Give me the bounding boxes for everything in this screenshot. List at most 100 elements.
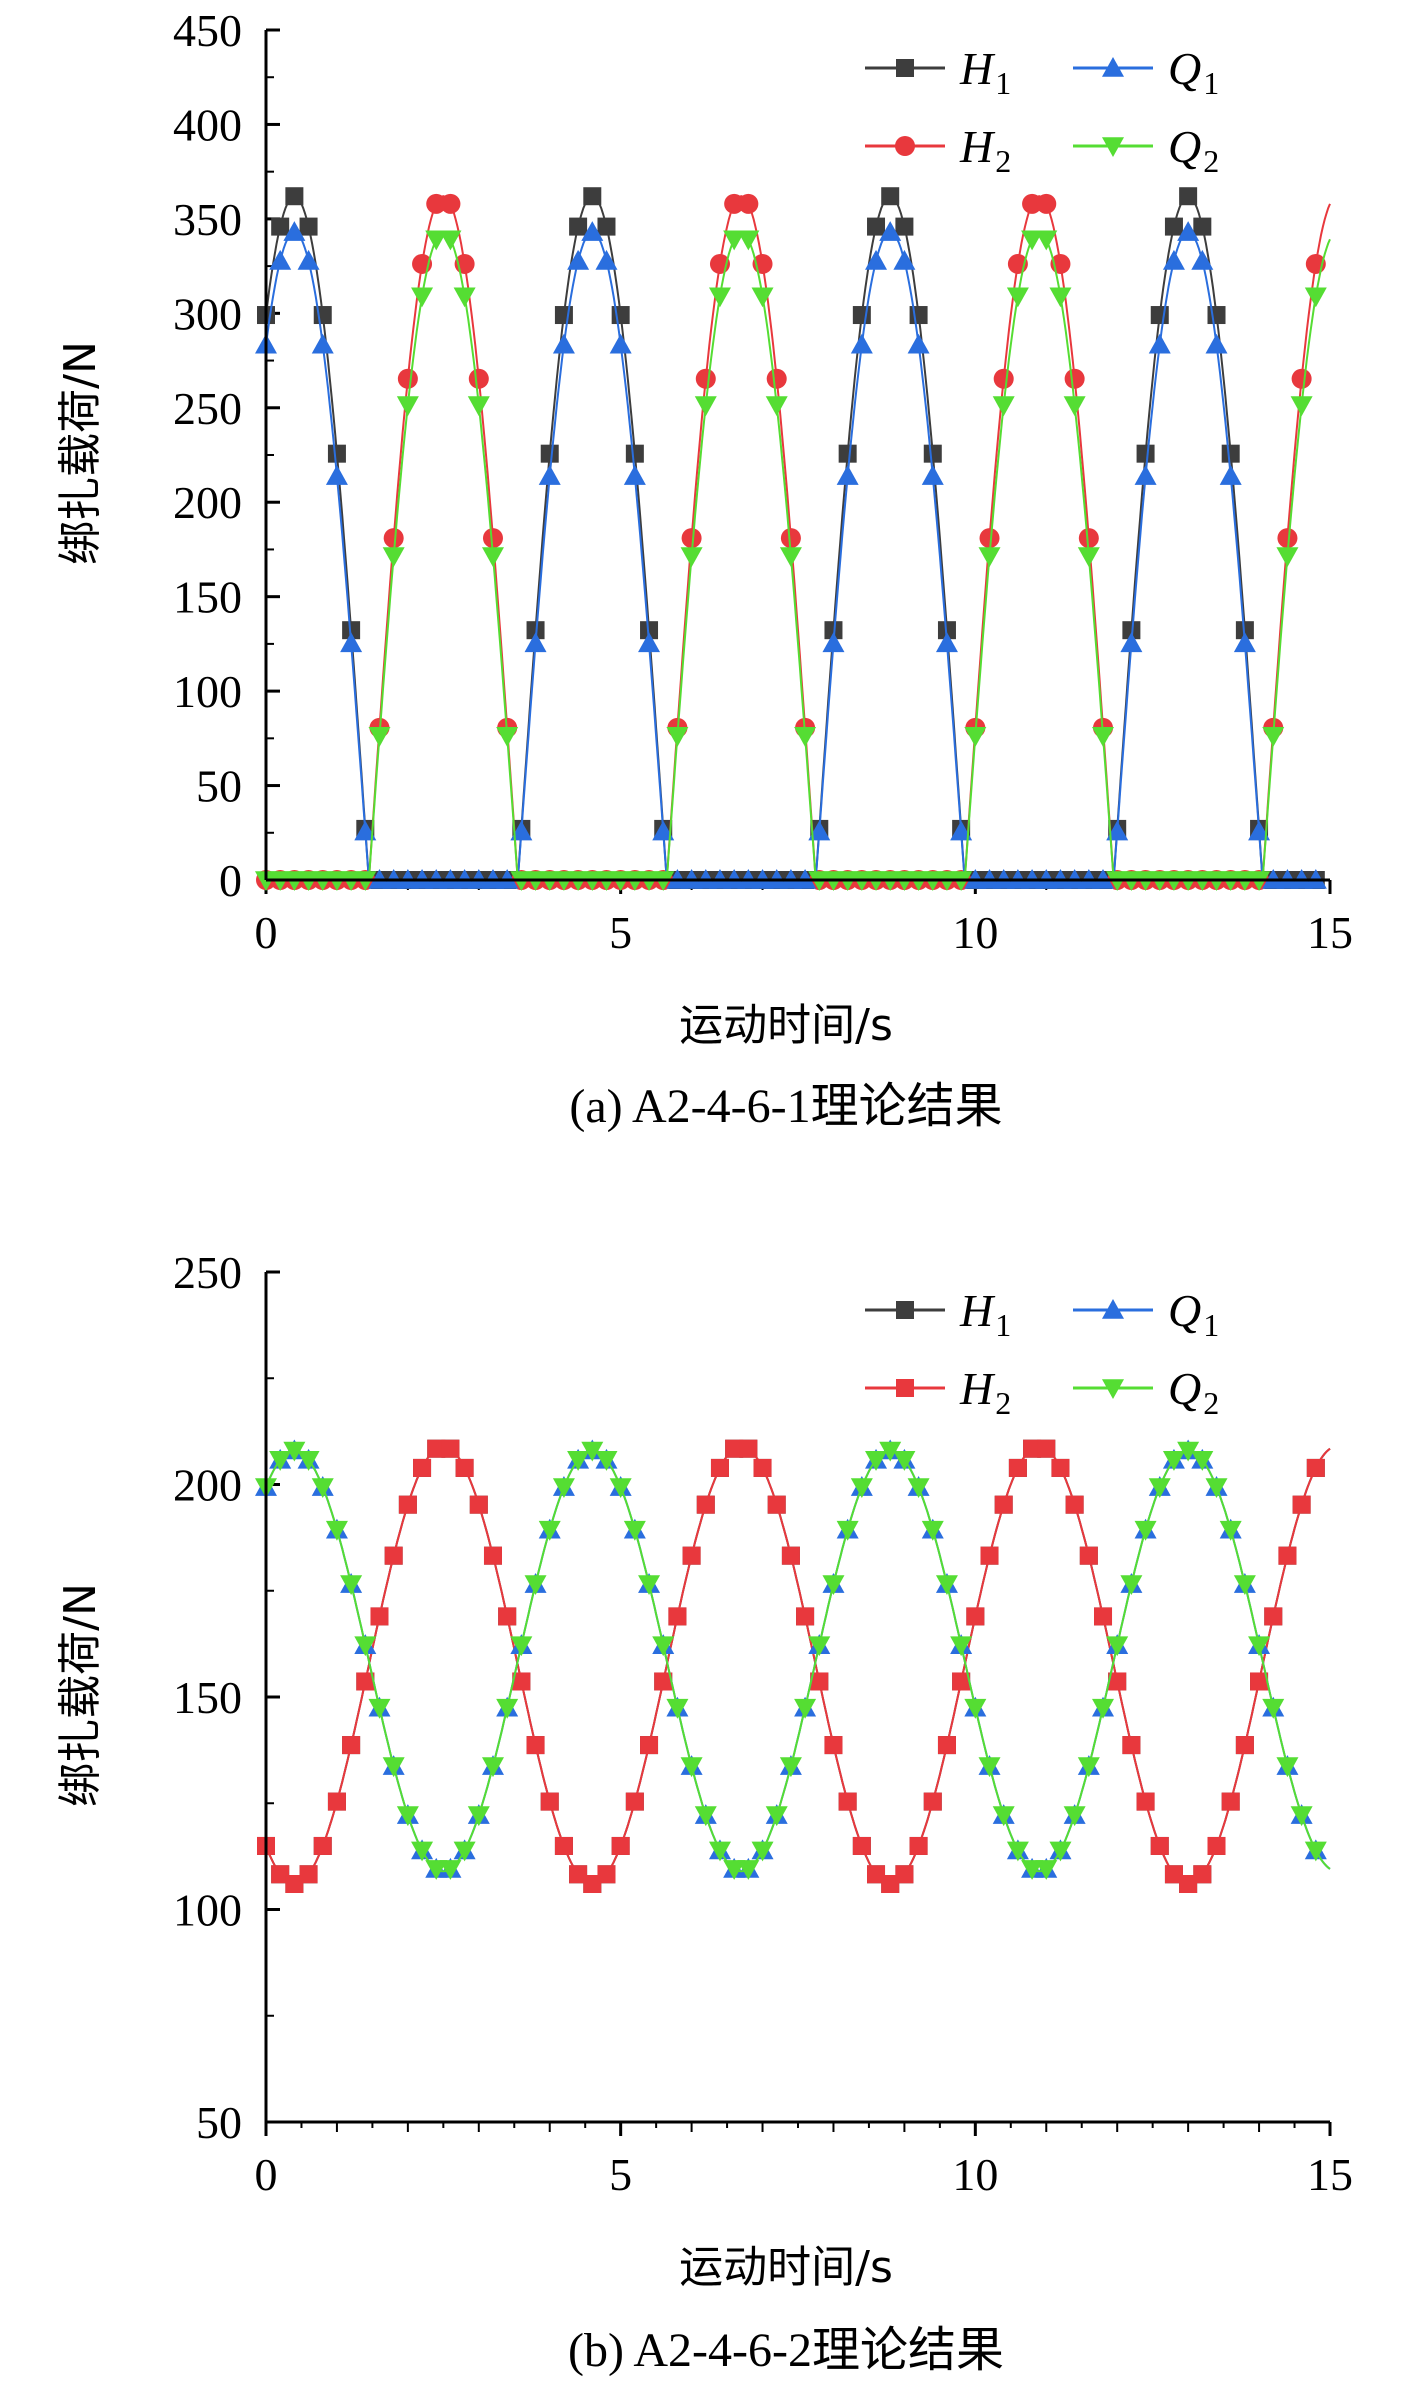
data-point-Q1 (1162, 249, 1185, 270)
data-point-Q2 (779, 547, 802, 568)
data-point-Q1 (836, 465, 859, 485)
data-point-Q2 (992, 1806, 1015, 1827)
data-point-H2 (327, 1792, 346, 1811)
data-point-Q1 (623, 465, 646, 485)
series-H1 (257, 1439, 1331, 1893)
data-point-H2 (993, 368, 1014, 389)
data-point-H2 (966, 1607, 985, 1626)
data-point-Q1 (311, 333, 334, 354)
legend-item-H1: H1 (865, 43, 1011, 101)
data-point-H1 (271, 217, 290, 236)
series-line-Q1 (265, 231, 1330, 881)
legend-label: H1 (959, 43, 1011, 101)
data-point-H2 (923, 1792, 942, 1811)
data-point-Q2 (1134, 1520, 1157, 1541)
data-point-H2 (1136, 1792, 1155, 1811)
legend-label: Q1 (1168, 1285, 1219, 1343)
data-point-Q2 (737, 230, 760, 251)
data-point-Q2 (354, 1636, 377, 1657)
data-point-H2 (767, 1495, 786, 1514)
data-point-Q2 (978, 1757, 1001, 1778)
data-point-Q2 (1049, 287, 1072, 308)
data-point-H2 (271, 1865, 290, 1884)
data-point-H2 (654, 1672, 673, 1691)
data-point-Q2 (1191, 1451, 1214, 1471)
data-point-H2 (356, 1672, 375, 1691)
data-point-Q1 (283, 221, 306, 241)
data-point-H2 (1094, 1607, 1113, 1626)
data-point-H2 (583, 1875, 602, 1893)
data-point-Q1 (865, 249, 888, 270)
data-point-Q2 (850, 1478, 873, 1499)
data-point-Q2 (425, 230, 448, 251)
data-point-Q2 (1248, 1636, 1271, 1657)
data-point-H2 (796, 1607, 815, 1626)
data-point-Q2 (1021, 230, 1044, 251)
data-point-Q2 (708, 1841, 731, 1862)
legend-marker (1102, 137, 1124, 157)
data-point-Q2 (638, 1575, 661, 1596)
data-point-H1 (540, 444, 559, 463)
data-point-Q2 (723, 1860, 746, 1880)
data-point-H2 (753, 1458, 772, 1477)
data-point-Q1 (552, 333, 575, 354)
data-point-Q2 (1233, 1575, 1256, 1596)
data-point-H2 (1037, 1439, 1056, 1458)
data-point-Q1 (567, 249, 590, 270)
data-point-H2 (1292, 1495, 1311, 1514)
x-axis-title-a: 运动时间/s (679, 1000, 893, 1051)
data-point-H2 (1179, 1875, 1198, 1893)
x-tick-label: 15 (1307, 2149, 1353, 2200)
data-point-Q1 (1106, 820, 1129, 841)
data-point-Q2 (1219, 1520, 1242, 1541)
data-point-H2 (569, 1865, 588, 1884)
data-point-Q2 (1063, 396, 1086, 417)
data-point-H2 (696, 1495, 715, 1514)
data-point-H1 (937, 621, 956, 640)
data-point-H2 (1277, 528, 1298, 549)
legend-item-Q2: Q2 (1073, 1363, 1219, 1421)
data-point-H2 (640, 1736, 659, 1755)
data-point-Q1 (354, 820, 377, 841)
data-point-Q2 (680, 547, 703, 568)
data-point-Q2 (1049, 1841, 1072, 1862)
data-point-Q1 (808, 820, 831, 841)
data-point-Q2 (467, 1806, 490, 1827)
data-point-H2 (695, 368, 716, 389)
data-point-Q2 (1304, 1841, 1327, 1862)
data-point-Q2 (1148, 1478, 1171, 1499)
data-point-H2 (526, 1736, 545, 1755)
data-point-Q1 (297, 249, 320, 270)
data-point-H2 (979, 528, 1000, 549)
data-point-H2 (1291, 368, 1312, 389)
data-point-H2 (1108, 1672, 1127, 1691)
data-point-Q2 (269, 1451, 292, 1471)
data-point-Q2 (921, 1520, 944, 1541)
data-point-H2 (540, 1792, 559, 1811)
caption-b: (b) A2-4-6-2理论结果 (568, 2324, 1004, 2377)
y-tick-label: 150 (173, 1672, 242, 1723)
legend-marker (896, 1301, 914, 1319)
legend-label: H1 (959, 1285, 1011, 1343)
data-point-Q2 (510, 1636, 533, 1657)
data-point-Q2 (879, 1441, 902, 1462)
data-point-Q2 (552, 1478, 575, 1499)
data-point-Q2 (1106, 1636, 1129, 1657)
data-point-Q2 (765, 1806, 788, 1827)
data-point-H2 (398, 1495, 417, 1514)
data-point-Q1 (652, 820, 675, 841)
data-point-Q1 (510, 820, 533, 841)
y-tick-label: 350 (173, 194, 242, 245)
data-point-H2 (867, 1865, 886, 1884)
data-point-Q2 (524, 1575, 547, 1596)
data-point-H1 (1136, 444, 1155, 463)
x-tick-label: 0 (255, 2149, 278, 2200)
data-point-Q2 (609, 1478, 632, 1499)
data-point-Q2 (723, 230, 746, 251)
data-point-H1 (1179, 187, 1198, 206)
data-point-Q2 (935, 1575, 958, 1596)
data-point-Q1 (935, 632, 958, 653)
y-axis-title-b: 绑扎载荷/N (55, 1583, 106, 1807)
data-point-H2 (440, 193, 461, 214)
